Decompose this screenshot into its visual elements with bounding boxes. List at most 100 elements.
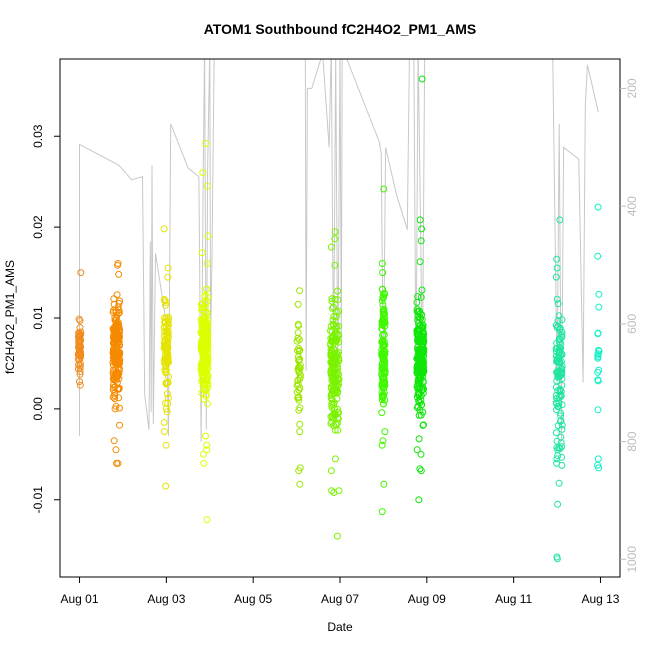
data-point — [329, 303, 337, 311]
data-point — [77, 328, 85, 336]
data-point — [418, 75, 426, 83]
data-point — [75, 349, 83, 357]
data-point — [110, 374, 117, 382]
y-tick-label: 0.01 — [31, 306, 45, 330]
data-point — [76, 370, 84, 378]
data-point — [417, 450, 425, 458]
data-point — [418, 337, 426, 345]
x-axis-label: Date — [327, 620, 353, 634]
data-point — [164, 264, 172, 272]
data-point — [203, 516, 211, 524]
data-point — [334, 331, 342, 339]
data-point — [553, 377, 561, 385]
data-point — [335, 307, 343, 315]
y-tick-label: 0.02 — [31, 215, 45, 239]
data-point — [328, 295, 336, 303]
data-point — [378, 260, 386, 267]
data-point — [116, 404, 123, 412]
data-point — [202, 332, 210, 340]
data-point — [112, 446, 120, 454]
data-point — [293, 381, 301, 389]
x-tick-label: Aug 01 — [61, 592, 99, 606]
data-point — [327, 322, 335, 330]
series-aug-13 — [594, 203, 603, 472]
data-point — [201, 334, 209, 342]
data-point — [109, 325, 117, 333]
data-point — [115, 299, 123, 307]
data-point — [296, 287, 304, 295]
data-points — [74, 75, 603, 563]
data-point — [295, 406, 303, 414]
data-point — [327, 371, 335, 379]
data-point — [595, 303, 603, 311]
data-point — [414, 378, 422, 386]
data-point — [418, 225, 426, 233]
data-point — [331, 455, 339, 463]
series-aug-12 — [552, 216, 566, 563]
data-point — [295, 393, 303, 401]
data-point — [379, 343, 387, 351]
data-point — [296, 375, 304, 383]
data-point — [201, 300, 209, 308]
data-point — [204, 400, 211, 408]
data-point — [160, 225, 168, 233]
data-point — [77, 269, 85, 277]
data-point — [161, 301, 169, 309]
data-point — [380, 389, 388, 396]
data-point — [558, 368, 566, 376]
data-point — [162, 441, 170, 449]
y2-tick-label: 200 — [625, 78, 639, 98]
data-point — [76, 359, 84, 367]
data-point — [414, 326, 422, 334]
data-point — [199, 336, 206, 343]
data-point — [334, 287, 341, 295]
data-point — [331, 352, 339, 360]
data-point — [420, 421, 427, 429]
data-point — [379, 321, 387, 329]
data-point — [378, 349, 386, 357]
data-point — [111, 340, 119, 348]
data-point — [161, 297, 169, 305]
data-point — [558, 425, 566, 433]
data-point — [200, 459, 208, 467]
data-point — [381, 396, 389, 404]
data-point — [203, 441, 211, 449]
data-point — [381, 367, 389, 375]
data-point — [330, 313, 338, 320]
data-point — [164, 325, 172, 333]
data-point — [198, 249, 206, 257]
data-point — [115, 327, 123, 335]
data-point — [199, 169, 207, 177]
data-point — [76, 338, 83, 346]
data-point — [116, 421, 123, 429]
data-point — [114, 459, 122, 467]
data-point — [203, 260, 211, 267]
data-point — [330, 384, 338, 391]
data-point — [115, 360, 123, 368]
data-point — [294, 353, 302, 361]
data-point — [553, 324, 561, 331]
data-point — [555, 479, 563, 487]
data-point — [379, 400, 387, 408]
data-point — [416, 216, 424, 224]
data-point — [380, 384, 388, 392]
data-point — [558, 328, 566, 336]
data-point — [164, 321, 172, 329]
y2-tick-label: 1000 — [625, 546, 639, 573]
y2-tick-label: 600 — [625, 314, 639, 334]
altitude-line — [79, 59, 599, 442]
data-point — [162, 362, 170, 370]
data-point — [334, 405, 341, 413]
x-tick-label: Aug 03 — [147, 592, 185, 606]
data-point — [416, 376, 424, 384]
data-point — [378, 396, 386, 404]
data-point — [296, 480, 304, 488]
data-point — [380, 293, 388, 301]
chart-title: ATOM1 Southbound fC2H4O2_PM1_AMS — [204, 21, 477, 37]
data-point — [594, 406, 602, 414]
data-point — [161, 341, 169, 349]
data-point — [414, 293, 422, 301]
altitude-track — [79, 59, 599, 442]
data-point — [201, 372, 209, 380]
data-point — [558, 453, 566, 461]
